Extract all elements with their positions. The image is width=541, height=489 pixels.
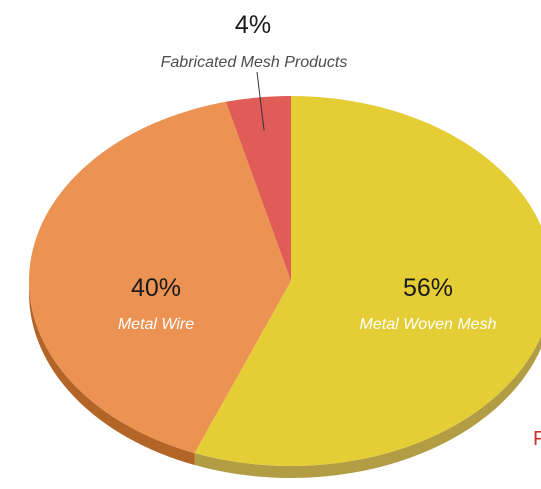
label-category-metal-woven-mesh: Metal Woven Mesh: [360, 316, 497, 333]
clipped-edge-text: F: [533, 428, 541, 450]
pie-side-metal-woven-mesh: [194, 336, 541, 478]
label-value-metal-woven-mesh: 56%: [403, 274, 453, 302]
pie-slices: [29, 96, 541, 466]
fabricated-mesh-leader-line: [256, 71, 265, 131]
pie-side-metal-wire: [29, 281, 195, 466]
pie-slice-metal-woven-mesh: [194, 96, 541, 466]
label-category-fabricated-mesh-products: Fabricated Mesh Products: [161, 54, 348, 71]
label-value-metal-wire: 40%: [131, 274, 181, 302]
pie-slice-metal-wire: [29, 101, 292, 454]
pie-sides: [29, 281, 541, 478]
label-category-metal-wire: Metal Wire: [118, 316, 194, 333]
pie-slice-fabricated-mesh-products: [225, 96, 291, 281]
label-value-fabricated-mesh-products: 4%: [235, 11, 271, 39]
